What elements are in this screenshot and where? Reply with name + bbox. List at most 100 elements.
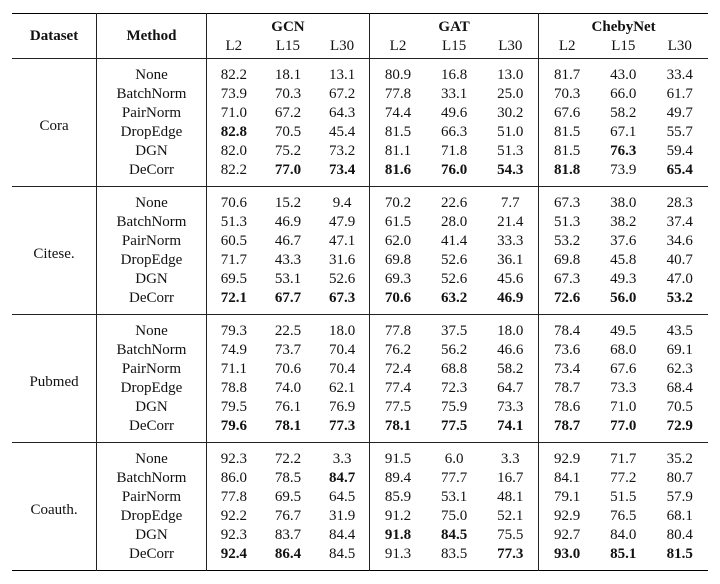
score-cell: 56.0 — [610, 290, 637, 306]
method-name: PairNorm — [96, 360, 207, 379]
score-cell: 33.3 — [497, 233, 524, 249]
score-cell: 3.3 — [332, 451, 352, 467]
score-cell: 93.0 — [538, 545, 596, 571]
score-cell: 81.5 — [538, 142, 596, 161]
score-cell: 78.6 — [538, 398, 596, 417]
score-cell: 79.5 — [205, 398, 261, 417]
score-cell: 67.3 — [328, 290, 356, 306]
score-cell: 69.3 — [369, 270, 426, 289]
score-cell: 78.4 — [538, 314, 596, 341]
result-row: PairNorm 77.8 69.5 64.5 85.9 53.1 48.1 79.1 51.5… — [12, 488, 708, 507]
result-row: DGN 79.5 76.1 76.9 77.5 75.9 73.3 78.6 71.0 70.5 — [12, 398, 708, 417]
score-cell: 70.6 — [369, 289, 426, 315]
dataset-section: Pubmed None 79.3 22.5 18.0 77.8 37.5 18.0 78.4 49… — [12, 314, 708, 443]
result-row: DeCorr 72.1 67.7 67.3 70.6 63.2 46.9 72.6 56.0 53… — [12, 289, 708, 315]
score-cell: 49.5 — [610, 323, 637, 339]
dataset-name: Coauth. — [30, 501, 78, 518]
score-cell: 66.0 — [610, 86, 637, 102]
score-cell: 89.4 — [369, 469, 426, 488]
score-cell: 46.6 — [497, 342, 524, 358]
score-cell: 75.0 — [441, 508, 468, 524]
score-cell: 67.1 — [610, 124, 637, 140]
score-cell: 81.8 — [538, 161, 596, 187]
method-name: None — [96, 186, 207, 213]
layer-header: L15 — [275, 38, 301, 54]
score-cell: 72.1 — [205, 289, 261, 315]
method-name: DGN — [96, 398, 207, 417]
score-cell: 49.6 — [441, 105, 468, 121]
score-cell: 73.4 — [538, 360, 596, 379]
layer-header: L30 — [330, 38, 355, 54]
method-name: DeCorr — [96, 545, 207, 571]
score-cell: 86.4 — [274, 546, 302, 562]
score-cell: 81.5 — [369, 123, 426, 142]
score-cell: 55.7 — [666, 124, 693, 140]
score-cell: 85.1 — [610, 546, 637, 562]
result-row: Coauth. None 92.3 72.2 3.3 91.5 6.0 3.3 92.9 71.7… — [12, 442, 708, 518]
score-cell: 18.1 — [274, 67, 302, 83]
score-cell: 71.0 — [610, 399, 637, 415]
score-cell: 51.3 — [205, 213, 261, 232]
layer-header: L30 — [498, 38, 523, 54]
score-cell: 18.0 — [497, 323, 524, 339]
dataset-name: Cora — [39, 117, 69, 134]
score-cell: 92.9 — [538, 507, 596, 526]
dataset-name: Pubmed — [29, 373, 79, 390]
score-cell: 67.3 — [538, 186, 596, 213]
score-cell: 82.0 — [205, 142, 261, 161]
score-cell: 92.4 — [205, 545, 261, 571]
method-name: PairNorm — [96, 488, 207, 507]
score-cell: 73.4 — [328, 162, 356, 178]
result-row: BatchNorm 86.0 78.5 84.7 89.4 77.7 16.7 84.1 77.… — [12, 469, 708, 488]
score-cell: 68.8 — [441, 361, 468, 377]
score-cell: 91.5 — [369, 442, 426, 469]
score-cell: 57.9 — [666, 489, 693, 505]
result-row: BatchNorm 73.9 70.3 67.2 77.8 33.1 25.0 70.3 66.… — [12, 85, 708, 104]
layer-header: L15 — [611, 38, 636, 54]
score-cell: 71.8 — [441, 143, 468, 159]
score-cell: 47.1 — [328, 233, 356, 249]
score-cell: 21.4 — [497, 214, 524, 230]
results-table: Dataset Method GCN GAT ChebyNet L2 L15 L30 L2 L15… — [12, 13, 708, 571]
score-cell: 67.3 — [538, 270, 596, 289]
score-cell: 45.4 — [328, 124, 356, 140]
score-cell: 67.7 — [274, 290, 302, 306]
score-cell: 78.5 — [274, 470, 302, 486]
score-cell: 76.2 — [369, 341, 426, 360]
model-header: GAT — [369, 13, 539, 37]
result-row: BatchNorm 74.9 73.7 70.4 76.2 56.2 46.6 73.6 68.… — [12, 341, 708, 360]
score-cell: 70.5 — [274, 124, 302, 140]
score-cell: 84.7 — [328, 470, 356, 486]
score-cell: 51.0 — [497, 124, 524, 140]
score-cell: 51.3 — [538, 213, 596, 232]
score-cell: 84.5 — [441, 527, 468, 543]
score-cell: 77.0 — [274, 162, 302, 178]
score-cell: 47.0 — [666, 271, 693, 287]
score-cell: 77.8 — [369, 85, 426, 104]
result-row: Cora None 82.2 18.1 13.1 80.9 16.8 13.0 81.7 43.0… — [12, 58, 708, 134]
score-cell: 47.9 — [328, 214, 356, 230]
result-row: PairNorm 60.5 46.7 47.1 62.0 41.4 33.3 53.2 37.6… — [12, 232, 708, 251]
score-cell: 92.2 — [205, 507, 261, 526]
layer-header: L15 — [442, 38, 467, 54]
score-cell: 72.9 — [666, 418, 693, 434]
score-cell: 83.5 — [441, 546, 468, 562]
score-cell: 67.2 — [274, 105, 302, 121]
score-cell: 80.9 — [369, 58, 426, 85]
score-cell: 84.5 — [328, 546, 356, 562]
score-cell: 92.7 — [538, 526, 596, 545]
score-cell: 82.2 — [205, 161, 261, 187]
score-cell: 53.2 — [666, 290, 693, 306]
score-cell: 52.6 — [328, 271, 356, 287]
score-cell: 68.1 — [666, 508, 693, 524]
method-name: BatchNorm — [96, 341, 207, 360]
score-cell: 70.4 — [328, 361, 356, 377]
layer-row: L2 L15 L30 L2 L15 L30 L2 L15 L30 — [12, 37, 708, 59]
score-cell: 73.7 — [274, 342, 302, 358]
score-cell: 38.0 — [610, 195, 637, 211]
method-name: BatchNorm — [96, 85, 207, 104]
score-cell: 73.2 — [328, 143, 356, 159]
score-cell: 77.8 — [369, 314, 426, 341]
score-cell: 73.3 — [497, 399, 524, 415]
